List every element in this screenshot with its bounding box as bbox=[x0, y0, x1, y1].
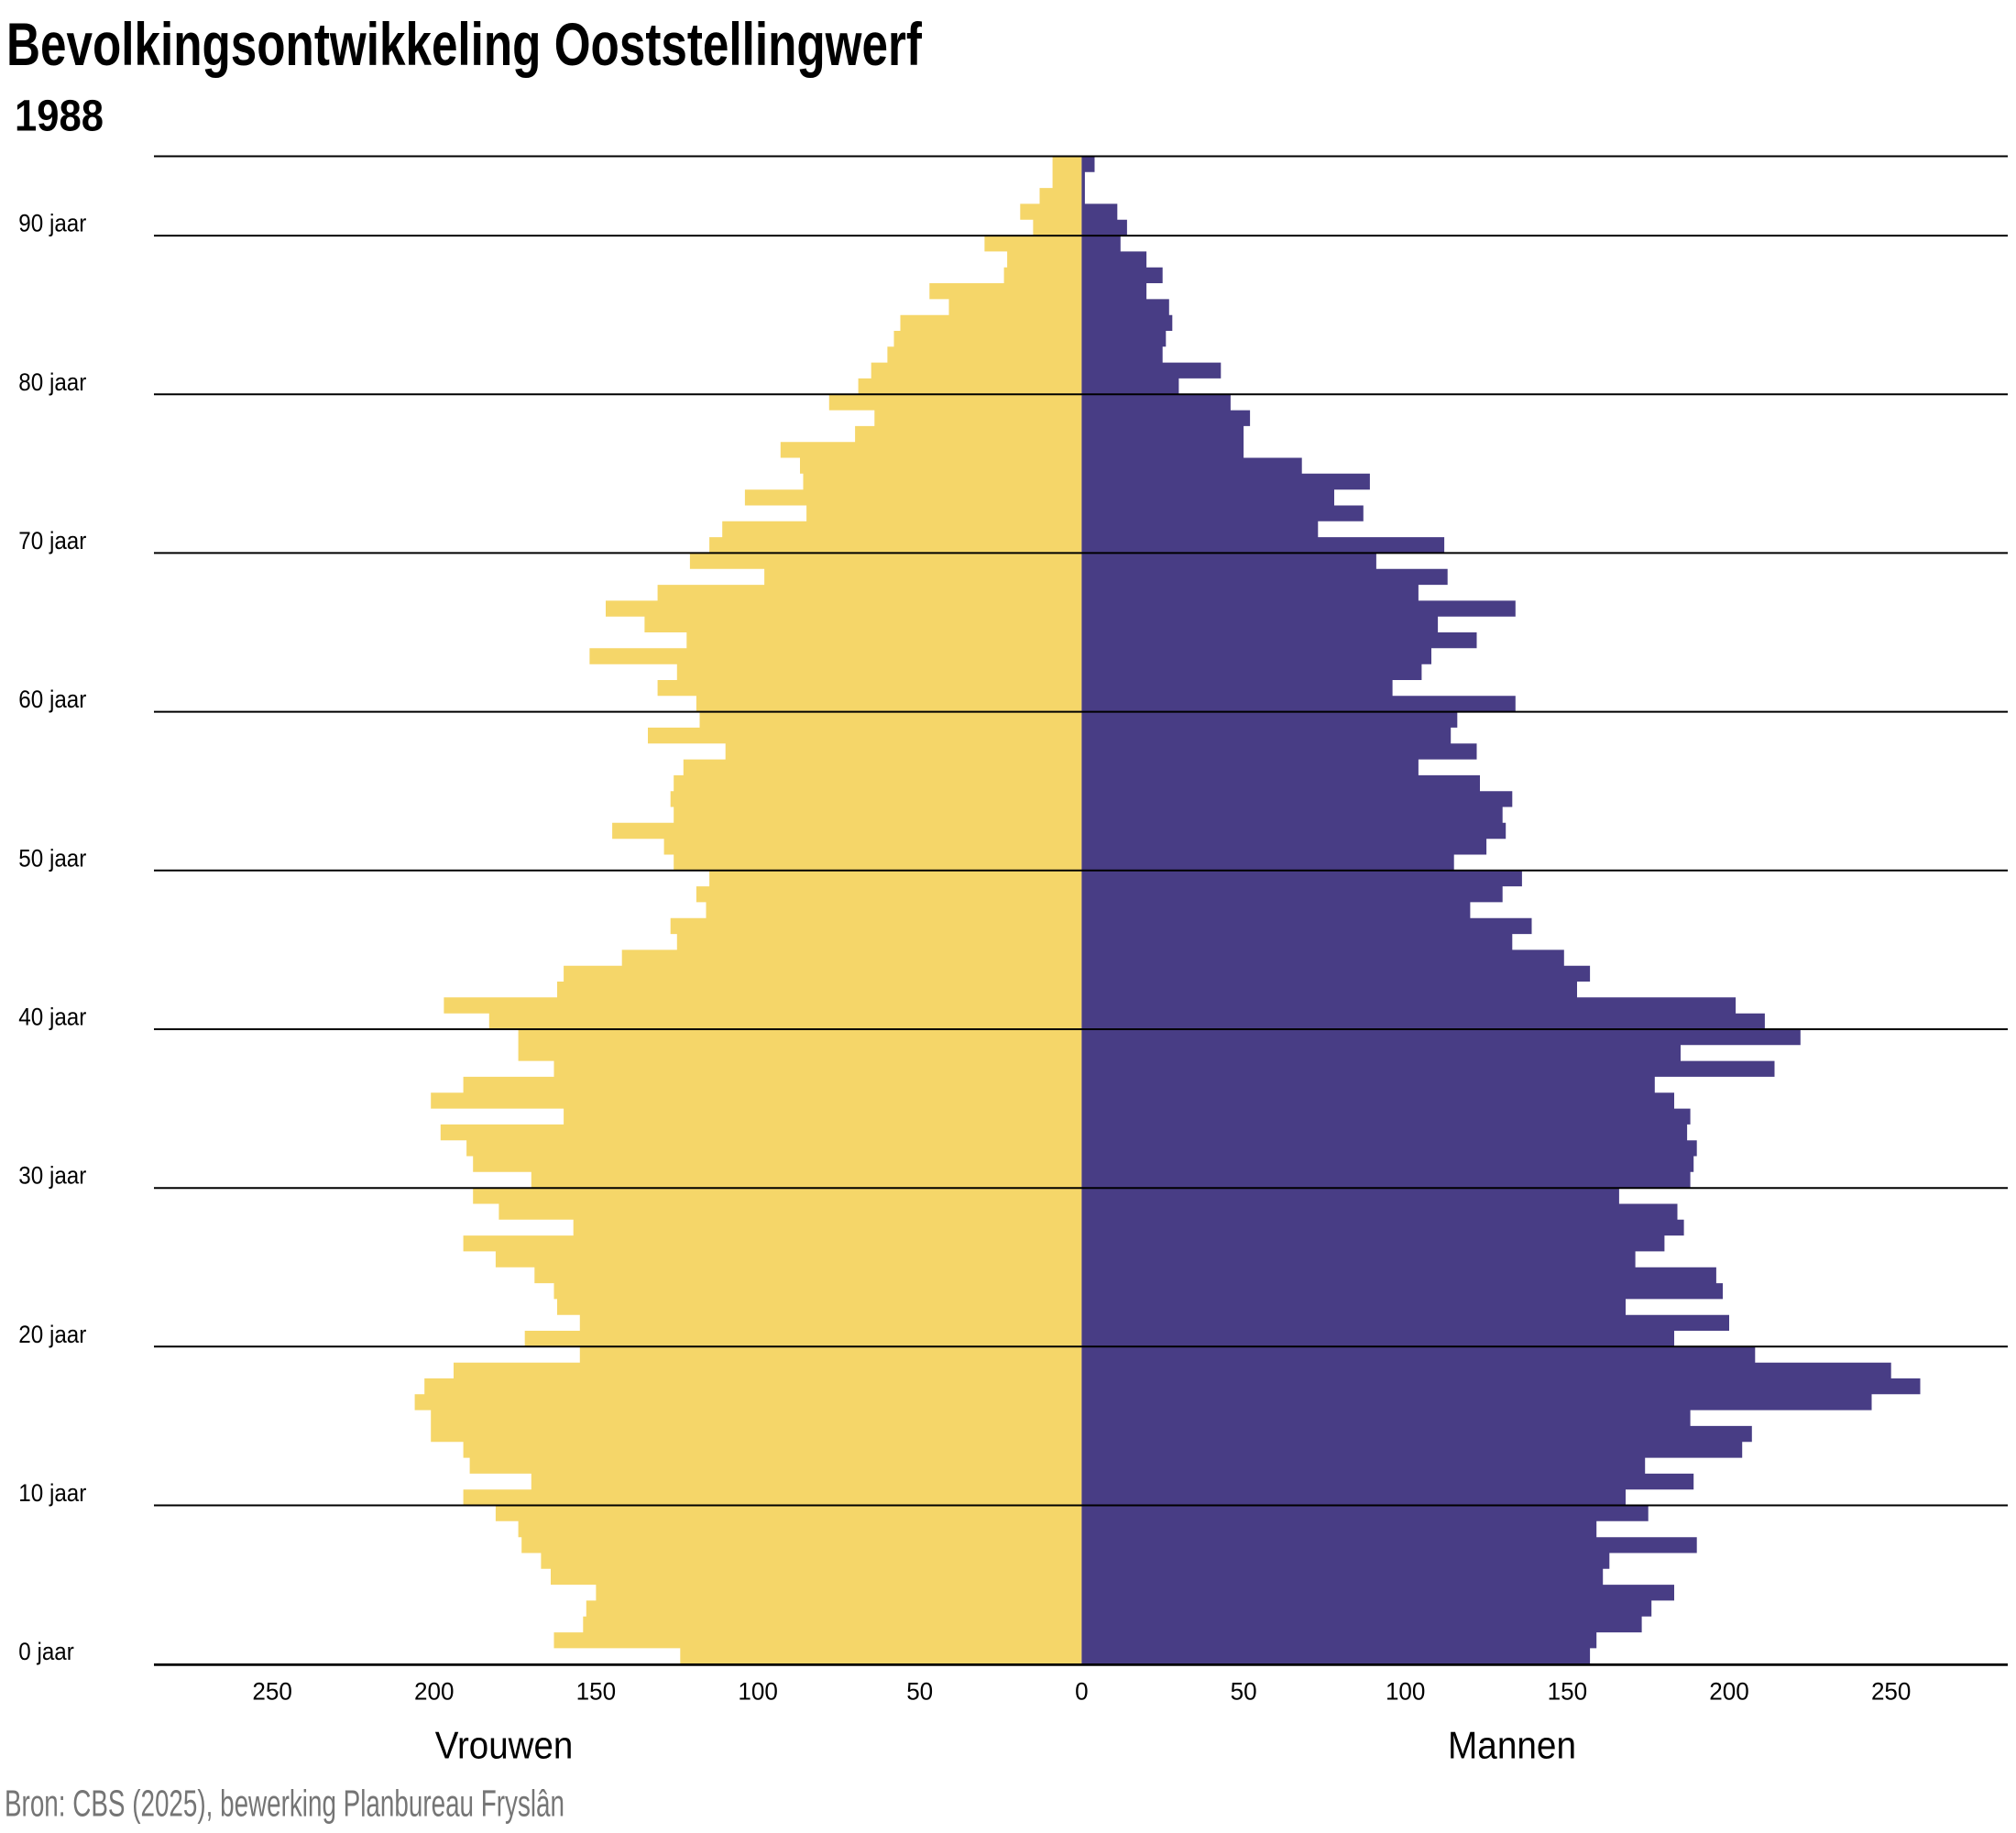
svg-text:100: 100 bbox=[738, 1678, 778, 1706]
svg-text:80 jaar: 80 jaar bbox=[18, 368, 86, 396]
svg-text:0: 0 bbox=[1075, 1678, 1089, 1706]
svg-text:200: 200 bbox=[1709, 1678, 1749, 1706]
svg-text:50: 50 bbox=[906, 1678, 933, 1706]
svg-text:50 jaar: 50 jaar bbox=[18, 844, 86, 872]
svg-text:200: 200 bbox=[414, 1678, 455, 1706]
svg-text:250: 250 bbox=[1871, 1678, 1912, 1706]
svg-text:40 jaar: 40 jaar bbox=[18, 1004, 86, 1031]
svg-text:150: 150 bbox=[576, 1678, 617, 1706]
svg-text:10 jaar: 10 jaar bbox=[18, 1479, 86, 1507]
svg-text:30 jaar: 30 jaar bbox=[18, 1162, 86, 1190]
svg-text:20 jaar: 20 jaar bbox=[18, 1321, 86, 1348]
svg-text:Bevolkingsontwikkeling Oostste: Bevolkingsontwikkeling Ooststellingwerf bbox=[6, 10, 923, 78]
svg-text:150: 150 bbox=[1548, 1678, 1588, 1706]
svg-text:90 jaar: 90 jaar bbox=[18, 210, 86, 237]
svg-text:60 jaar: 60 jaar bbox=[18, 686, 86, 713]
svg-text:0 jaar: 0 jaar bbox=[18, 1638, 74, 1665]
svg-text:Mannen: Mannen bbox=[1448, 1724, 1576, 1767]
svg-text:1988: 1988 bbox=[15, 92, 104, 141]
svg-text:Bron: CBS (2025), bewerking Pl: Bron: CBS (2025), bewerking Planbureau F… bbox=[5, 1783, 564, 1825]
svg-text:50: 50 bbox=[1231, 1678, 1257, 1706]
svg-text:Vrouwen: Vrouwen bbox=[435, 1724, 574, 1767]
svg-text:250: 250 bbox=[252, 1678, 292, 1706]
svg-text:100: 100 bbox=[1386, 1678, 1426, 1706]
svg-text:70 jaar: 70 jaar bbox=[18, 527, 86, 554]
